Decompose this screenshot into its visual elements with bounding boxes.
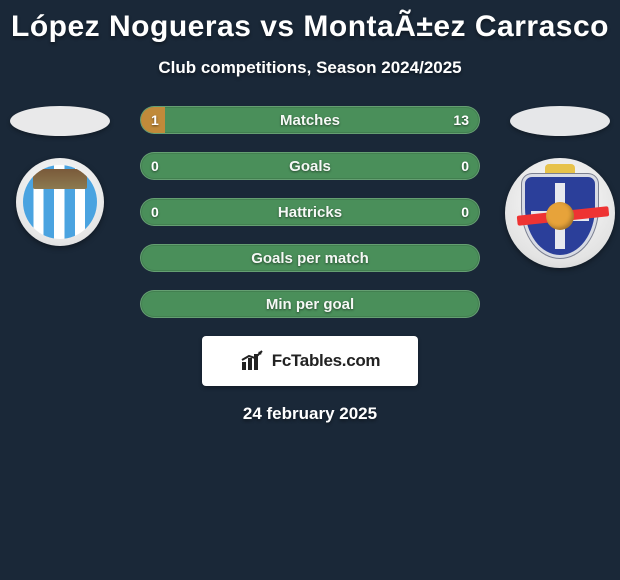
stat-value-left: 0 bbox=[151, 204, 159, 220]
malaga-badge-art bbox=[23, 165, 97, 239]
tenerife-badge-art bbox=[516, 166, 604, 260]
subtitle: Club competitions, Season 2024/2025 bbox=[0, 58, 620, 78]
player-right-oval bbox=[510, 106, 610, 136]
stat-row-goals: 0 Goals 0 bbox=[140, 152, 480, 180]
stat-row-goals-per-match: Goals per match bbox=[140, 244, 480, 272]
comparison-content: 1 Matches 13 0 Goals 0 0 Hattricks 0 Goa… bbox=[0, 106, 620, 424]
stat-value-right: 0 bbox=[461, 158, 469, 174]
stat-label: Hattricks bbox=[278, 204, 342, 221]
stat-value-left: 1 bbox=[151, 112, 159, 128]
date-text: 24 february 2025 bbox=[0, 404, 620, 424]
stat-label: Min per goal bbox=[266, 296, 354, 313]
page-title: López Nogueras vs MontaÃ±ez Carrasco bbox=[0, 0, 620, 44]
player-left-oval bbox=[10, 106, 110, 136]
stat-label: Matches bbox=[280, 112, 340, 129]
brand-chart-icon bbox=[240, 350, 266, 372]
stat-value-right: 0 bbox=[461, 204, 469, 220]
stat-row-matches: 1 Matches 13 bbox=[140, 106, 480, 134]
player-right-column bbox=[500, 106, 620, 268]
stats-list: 1 Matches 13 0 Goals 0 0 Hattricks 0 Goa… bbox=[140, 106, 480, 318]
stat-label: Goals bbox=[289, 158, 331, 175]
stat-row-hattricks: 0 Hattricks 0 bbox=[140, 198, 480, 226]
malaga-badge bbox=[16, 158, 104, 246]
brand-box: FcTables.com bbox=[202, 336, 418, 386]
stat-row-min-per-goal: Min per goal bbox=[140, 290, 480, 318]
stat-value-right: 13 bbox=[453, 112, 469, 128]
stat-label: Goals per match bbox=[251, 250, 369, 267]
brand-text: FcTables.com bbox=[272, 351, 381, 371]
tenerife-badge bbox=[505, 158, 615, 268]
stat-value-left: 0 bbox=[151, 158, 159, 174]
player-left-column bbox=[0, 106, 120, 246]
